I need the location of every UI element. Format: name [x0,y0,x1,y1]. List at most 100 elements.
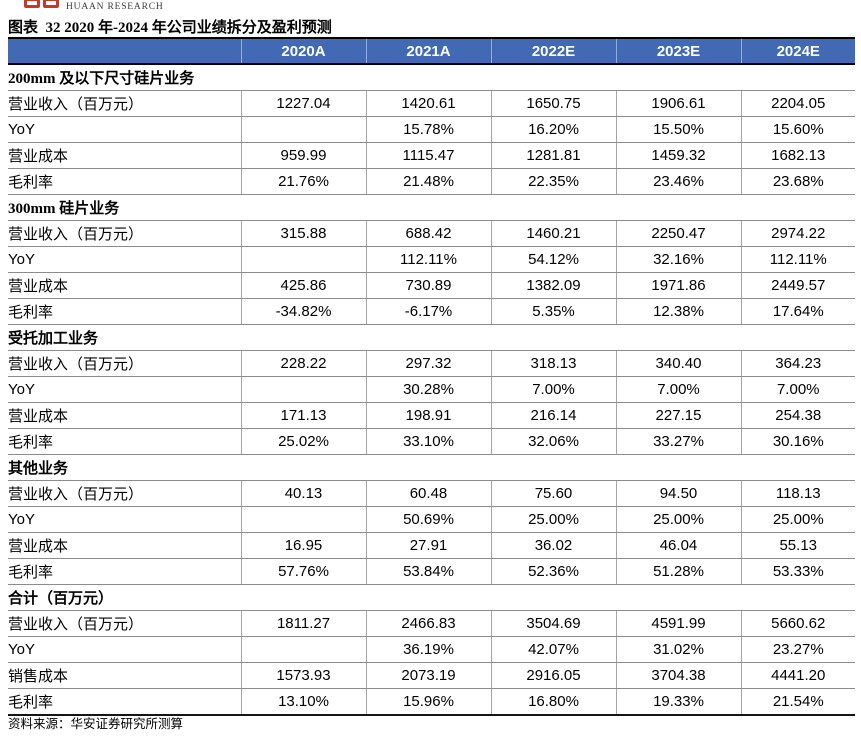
cell-value: 1459.32 [616,142,742,169]
row-label: YoY [8,376,242,403]
row-label: 营业成本 [8,142,242,169]
cell-value: 112.11% [366,246,492,273]
section-row: 300mm 硅片业务 [8,194,855,221]
row-label: 毛利率 [8,298,242,325]
cell-value: 4591.99 [616,610,742,637]
table-row: 营业收入（百万元） 40.13 60.48 75.60 94.50 118.13 [8,480,855,507]
cell-value: 25.02% [241,428,367,455]
table-row: YoY 36.19% 42.07% 31.02% 23.27% [8,636,855,663]
cell-value: 4441.20 [741,662,855,689]
cell-value: 2204.05 [741,90,855,117]
cell-value: 2974.22 [741,220,855,247]
cell-value: 30.16% [741,428,855,455]
cell-value: 2466.83 [366,610,492,637]
cell-value: 40.13 [241,480,367,507]
table-row: 营业成本 171.13 198.91 216.14 227.15 254.38 [8,402,855,429]
table-row: 毛利率 21.76% 21.48% 22.35% 23.46% 23.68% [8,168,855,195]
row-label: 毛利率 [8,168,242,195]
row-label: 毛利率 [8,558,242,585]
logo-square-inner [46,1,56,5]
cell-value: 254.38 [741,402,855,429]
cell-value: 216.14 [491,402,617,429]
table-row: 毛利率 57.76% 53.84% 52.36% 51.28% 53.33% [8,558,855,585]
cell-value: 1227.04 [241,90,367,117]
cell-value: -6.17% [366,298,492,325]
huaan-logo-text: HUAAN RESEARCH [66,2,164,12]
table-row: 毛利率 -34.82% -6.17% 5.35% 12.38% 17.64% [8,298,855,325]
cell-value: 2449.57 [741,272,855,299]
cell-value [241,376,367,403]
cell-value: 25.00% [491,506,617,533]
cell-value: 959.99 [241,142,367,169]
cell-value: 3704.38 [616,662,742,689]
cell-value: 23.68% [741,168,855,195]
row-label: 营业收入（百万元） [8,480,242,507]
cell-value: 53.84% [366,558,492,585]
table-row: 营业收入（百万元） 315.88 688.42 1460.21 2250.47 2974.… [8,220,855,247]
row-label: YoY [8,246,242,273]
cell-value: 52.36% [491,558,617,585]
cell-value: 1573.93 [241,662,367,689]
cell-value: 23.46% [616,168,742,195]
cell-value: 1281.81 [491,142,617,169]
cell-value: 25.00% [741,506,855,533]
section-header: 受托加工业务 [8,324,855,351]
table-row: 销售成本 1573.93 2073.19 2916.05 3704.38 4441.20 [8,662,855,689]
table-row: YoY 15.78% 16.20% 15.50% 15.60% [8,116,855,143]
section-header: 200mm 及以下尺寸硅片业务 [8,64,855,91]
forecast-table: 2020A 2021A 2022E 2023E 2024E 200mm 及以下尺寸硅片业… [8,37,855,716]
cell-value: 1115.47 [366,142,492,169]
cell-value: 19.33% [616,688,742,716]
cell-value: 42.07% [491,636,617,663]
row-label: 毛利率 [8,428,242,455]
cell-value: 13.10% [241,688,367,716]
table-row: 营业成本 16.95 27.91 36.02 46.04 55.13 [8,532,855,559]
cell-value: 7.00% [616,376,742,403]
cell-value: 21.48% [366,168,492,195]
cell-value: 227.15 [616,402,742,429]
cell-value: 60.48 [366,480,492,507]
header-row: 2020A 2021A 2022E 2023E 2024E [8,38,855,65]
cell-value: 730.89 [366,272,492,299]
cell-value [241,636,367,663]
cell-value: 318.13 [491,350,617,377]
cell-value [241,506,367,533]
column-header-2024E: 2024E [741,38,855,65]
cell-value: 1906.61 [616,90,742,117]
logo-square-left [24,0,40,8]
cell-value: 17.64% [741,298,855,325]
column-header-blank [8,38,242,65]
cell-value: 1811.27 [241,610,367,637]
cell-value: 16.80% [491,688,617,716]
cell-value: 2916.05 [491,662,617,689]
table-row: 营业成本 959.99 1115.47 1281.81 1459.32 1682.13 [8,142,855,169]
section-row: 其他业务 [8,454,855,481]
huaan-logo-mark [24,0,59,8]
cell-value: 50.69% [366,506,492,533]
cell-value: 36.02 [491,532,617,559]
cell-value: 688.42 [366,220,492,247]
cell-value: 94.50 [616,480,742,507]
cell-value: 118.13 [741,480,855,507]
table-row: 毛利率 13.10% 15.96% 16.80% 19.33% 21.54% [8,688,855,716]
row-label: 营业成本 [8,272,242,299]
cell-value: 1382.09 [491,272,617,299]
row-label: 营业成本 [8,532,242,559]
cell-value: 57.76% [241,558,367,585]
cell-value: 1420.61 [366,90,492,117]
cell-value: 16.95 [241,532,367,559]
cell-value: -34.82% [241,298,367,325]
cell-value: 1650.75 [491,90,617,117]
cell-value: 32.16% [616,246,742,273]
source-note: 资料来源：华安证券研究所测算 [8,717,184,731]
table-body: 200mm 及以下尺寸硅片业务 营业收入（百万元） 1227.04 1420.61 16… [8,64,855,716]
cell-value: 31.02% [616,636,742,663]
cell-value: 33.10% [366,428,492,455]
cell-value: 55.13 [741,532,855,559]
cell-value: 198.91 [366,402,492,429]
cell-value: 2250.47 [616,220,742,247]
section-header: 300mm 硅片业务 [8,194,855,221]
logo-square-right [43,0,59,8]
cell-value: 1460.21 [491,220,617,247]
cell-value: 112.11% [741,246,855,273]
